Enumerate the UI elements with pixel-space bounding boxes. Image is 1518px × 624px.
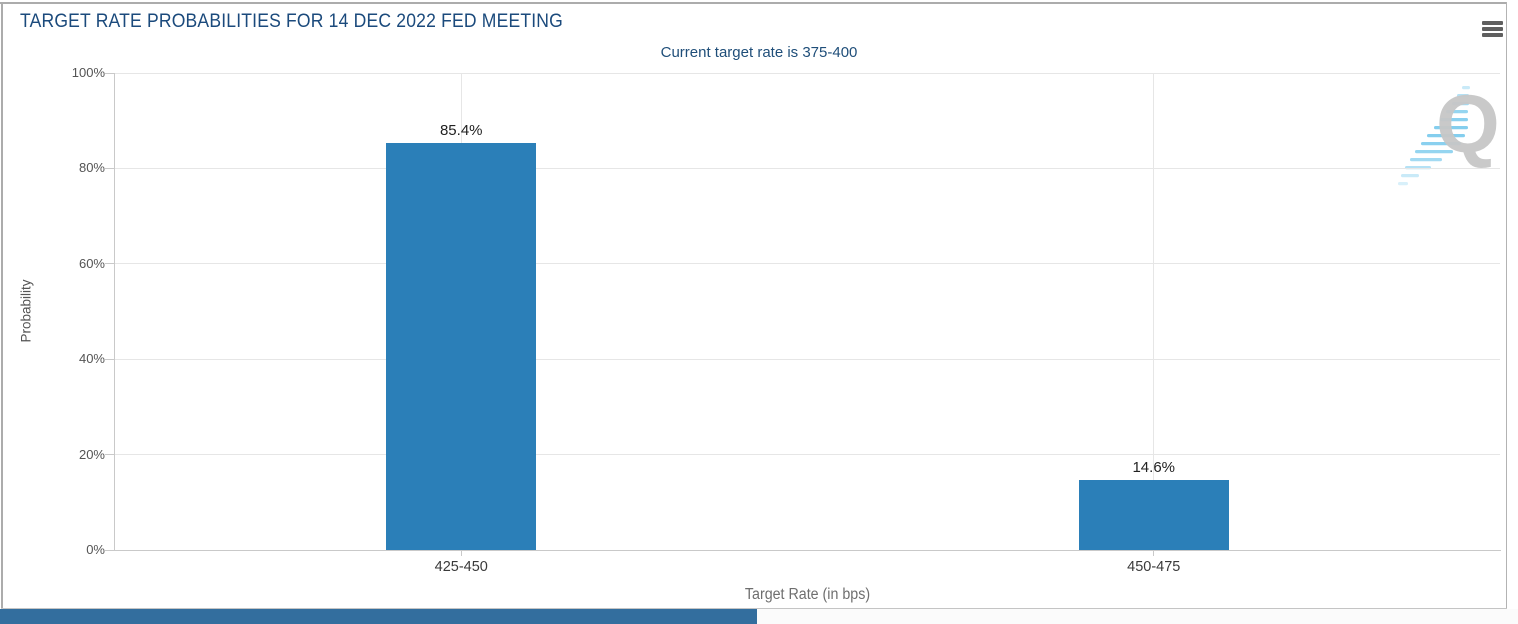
gridline-horizontal (115, 454, 1500, 456)
gridline-vertical (1153, 73, 1155, 550)
logo-letter-q: Q (1436, 79, 1500, 170)
gridline-horizontal (115, 72, 1500, 74)
horizontal-scrollbar-thumb[interactable] (0, 609, 757, 624)
x-axis-category-label: 425-450 (434, 559, 488, 575)
x-axis-category-label: 450-475 (1127, 559, 1181, 575)
y-axis-tick (105, 454, 115, 456)
y-axis-tick-label: 100% (71, 65, 105, 80)
horizontal-scrollbar[interactable] (0, 609, 1518, 624)
y-axis-tick-label: 0% (86, 542, 105, 557)
y-axis-tick-label: 80% (78, 160, 105, 176)
hamburger-menu-icon[interactable] (1480, 20, 1504, 40)
y-axis-tick-label: 40% (78, 351, 105, 367)
hamburger-bar (1481, 33, 1503, 37)
y-axis-tick-label: 60% (78, 255, 105, 271)
y-axis-tick (105, 72, 115, 74)
x-axis-title: Target Rate (in bps) (744, 586, 871, 603)
logo-swoosh-icon (1398, 86, 1470, 186)
gridline-horizontal (115, 263, 1500, 265)
quikstrike-watermark: Q (1396, 78, 1506, 196)
gridline-horizontal (115, 358, 1500, 360)
panel-border-bottom (1, 608, 1507, 609)
x-axis-tick (460, 550, 462, 556)
y-axis-tick-label: 20% (78, 446, 105, 462)
probability-bar[interactable] (386, 142, 537, 550)
panel-border-top (0, 2, 1507, 4)
chart-subtitle: Current target rate is 375-400 (660, 44, 858, 61)
gridline-horizontal (115, 167, 1500, 169)
y-axis-tick (105, 549, 115, 551)
panel-border-right (1506, 2, 1507, 620)
y-axis-tick (105, 358, 115, 360)
hamburger-bar (1481, 21, 1503, 25)
hamburger-bar (1481, 27, 1503, 31)
y-axis-title: Probability (18, 279, 34, 343)
y-axis-tick (105, 263, 115, 265)
panel-border-left (1, 2, 3, 620)
bar-value-label: 85.4% (439, 121, 483, 139)
bar-value-label: 14.6% (1132, 459, 1176, 477)
y-axis-tick (105, 167, 115, 169)
page-title: TARGET RATE PROBABILITIES FOR 14 DEC 202… (20, 10, 563, 32)
x-axis-line (114, 550, 1501, 551)
y-axis-line (114, 73, 115, 550)
x-axis-tick (1153, 550, 1155, 556)
probability-bar[interactable] (1078, 480, 1229, 550)
